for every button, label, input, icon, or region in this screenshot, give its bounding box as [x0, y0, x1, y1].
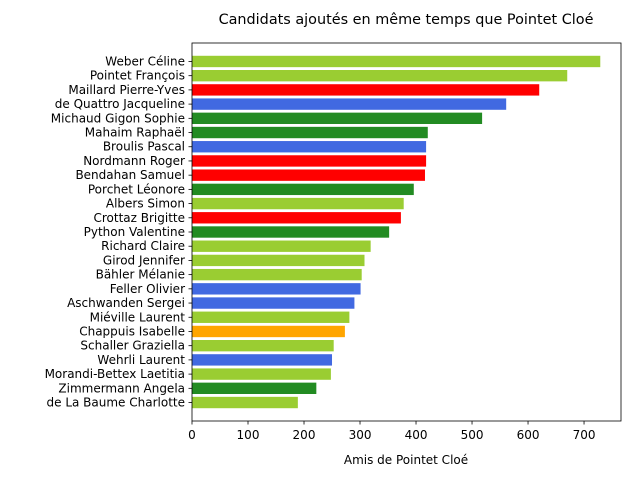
y-tick-label: Aschwanden Sergei	[67, 296, 185, 310]
chart-title: Candidats ajoutés en même temps que Poin…	[219, 12, 594, 28]
x-tick-label: 100	[237, 428, 260, 442]
bars-layer	[192, 55, 601, 409]
bar	[192, 84, 540, 96]
y-tick-label: Zimmermann Angela	[58, 381, 185, 395]
y-tick-label: Weber Céline	[105, 54, 185, 68]
bar	[192, 126, 428, 139]
y-tick-label: Maillard Pierre-Yves	[68, 83, 185, 97]
bar	[192, 141, 427, 153]
bar	[192, 169, 425, 181]
y-tick-label: de La Baume Charlotte	[47, 396, 186, 410]
y-tick-label: Bendahan Samuel	[75, 168, 185, 182]
bar	[192, 368, 331, 380]
bar	[192, 382, 317, 394]
bar	[192, 98, 507, 110]
bar	[192, 183, 414, 196]
y-tick-label: Wehrli Laurent	[97, 353, 185, 367]
y-tick-label: Richard Claire	[101, 239, 185, 253]
bar	[192, 325, 345, 338]
bar	[192, 254, 365, 267]
y-tick-label: Feller Olivier	[110, 282, 185, 296]
y-tick-label: Python Valentine	[84, 225, 185, 239]
y-tick-label: Nordmann Roger	[83, 154, 185, 168]
bar	[192, 396, 298, 409]
bar	[192, 155, 427, 167]
y-tick-label: Porchet Léonore	[88, 182, 185, 196]
y-tick-label: Chappuis Isabelle	[79, 324, 185, 338]
bar	[192, 226, 390, 238]
x-axis-label: Amis de Pointet Cloé	[344, 453, 468, 467]
y-tick-label: Michaud Gigon Sophie	[51, 111, 185, 125]
bar	[192, 212, 401, 224]
x-axis-ticks: 0 100 200 300 400 500 600 700	[188, 421, 595, 442]
axes-frame	[191, 42, 622, 422]
x-tick-label: 400	[405, 428, 428, 442]
bar	[192, 283, 361, 295]
bar	[192, 112, 483, 124]
bar	[192, 268, 362, 281]
y-tick-label: Schaller Graziella	[80, 339, 185, 353]
x-tick-label: 600	[517, 428, 540, 442]
x-tick-label: 700	[573, 428, 596, 442]
y-tick-label: Mahaim Raphaël	[85, 126, 185, 140]
y-tick-label: Broulis Pascal	[103, 140, 185, 154]
x-tick-label: 300	[349, 428, 372, 442]
y-tick-label: Bähler Mélanie	[96, 268, 185, 282]
x-tick-label: 0	[188, 428, 196, 442]
y-tick-label: Albers Simon	[106, 197, 185, 211]
y-tick-label: Pointet François	[90, 69, 185, 83]
bar	[192, 70, 568, 82]
bar	[192, 354, 333, 366]
bar	[192, 311, 350, 323]
y-tick-label: Miéville Laurent	[90, 310, 186, 324]
bar	[192, 240, 371, 252]
bar	[192, 340, 334, 352]
y-tick-label: Crottaz Brigitte	[93, 211, 185, 225]
bar	[192, 55, 601, 68]
y-tick-label: Girod Jennifer	[103, 253, 185, 267]
x-tick-label: 500	[461, 428, 484, 442]
bar	[192, 197, 404, 210]
bar	[192, 297, 355, 309]
x-tick-label: 200	[293, 428, 316, 442]
y-tick-label: de Quattro Jacqueline	[55, 97, 185, 111]
y-tick-label: Morandi-Bettex Laetitia	[45, 367, 185, 381]
axes-spines	[191, 42, 622, 422]
